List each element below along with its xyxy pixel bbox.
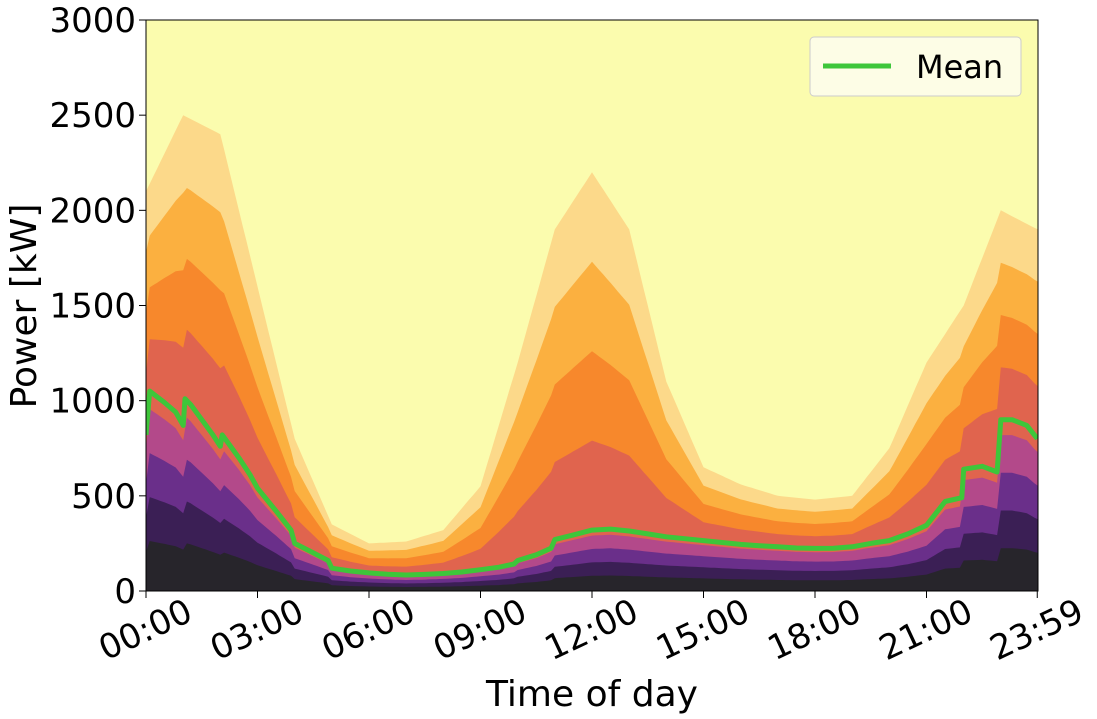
y-tick-label: 1500 (49, 287, 136, 327)
x-tick-label: 12:00 (539, 591, 645, 669)
mean-layer (146, 388, 1038, 578)
y-axis-label: Power [kW] (4, 204, 45, 409)
x-tick-label: 23:59 (984, 591, 1090, 669)
x-tick-label: 21:00 (873, 591, 979, 669)
x-tick-label: 06:00 (316, 591, 422, 669)
legend-box (809, 36, 1022, 97)
density-layers (146, 115, 1038, 591)
x-tick-label: 03:00 (204, 591, 310, 669)
y-tick-label: 2000 (49, 191, 136, 231)
y-tick-label: 3000 (49, 1, 136, 41)
x-tick-label: 18:00 (762, 591, 868, 669)
density-band (146, 258, 1038, 591)
density-band (146, 541, 1038, 591)
x-tick-label: 00:00 (93, 591, 199, 669)
x-axis-ticks: 00:00 03:00 06:00 09:00 12:00 15:00 18:00 21:00… (93, 591, 1090, 669)
mean-series-line (146, 388, 1038, 578)
x-axis-label: Time of day (485, 674, 698, 715)
density-band (146, 329, 1038, 591)
x-tick-label: 09:00 (427, 591, 533, 669)
y-axis-ticks: 0 500 1000 1500 2000 2500 3000 (49, 1, 146, 612)
y-tick-label: 1000 (49, 382, 136, 422)
y-tick-label: 2500 (49, 96, 136, 136)
legend: Mean (809, 36, 1022, 97)
legend-label-mean: Mean (916, 48, 1003, 86)
y-tick-label: 500 (71, 477, 136, 517)
x-tick-label: 15:00 (650, 591, 756, 669)
y-tick-label: 0 (114, 572, 136, 612)
